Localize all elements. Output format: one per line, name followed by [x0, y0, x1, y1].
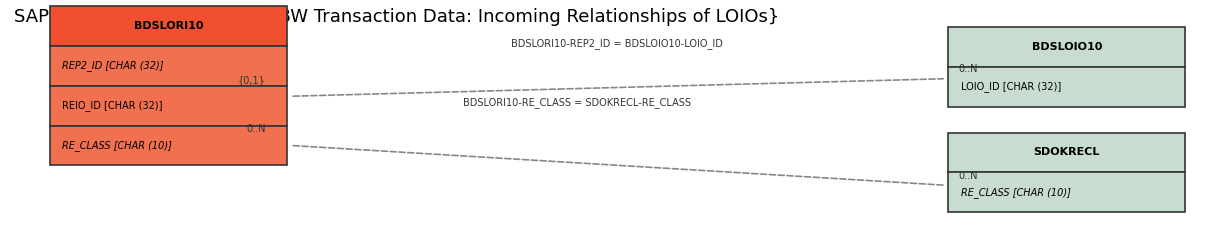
Text: BDSLORI10: BDSLORI10 — [134, 21, 203, 31]
FancyBboxPatch shape — [50, 46, 287, 86]
FancyBboxPatch shape — [948, 27, 1185, 67]
Text: {0,1}: {0,1} — [239, 75, 267, 85]
Text: LOIO_ID [CHAR (32)]: LOIO_ID [CHAR (32)] — [960, 82, 1061, 92]
FancyBboxPatch shape — [948, 172, 1185, 212]
Text: REIO_ID [CHAR (32)]: REIO_ID [CHAR (32)] — [62, 100, 163, 111]
Text: SDOKRECL: SDOKRECL — [1033, 147, 1100, 157]
Text: 0..N: 0..N — [958, 171, 977, 181]
Text: BDSLORI10-REP2_ID = BDSLOIO10-LOIO_ID: BDSLORI10-REP2_ID = BDSLOIO10-LOIO_ID — [511, 38, 723, 49]
FancyBboxPatch shape — [948, 132, 1185, 172]
FancyBboxPatch shape — [948, 67, 1185, 107]
FancyBboxPatch shape — [50, 126, 287, 165]
FancyBboxPatch shape — [50, 6, 287, 46]
Text: RE_CLASS [CHAR (10)]: RE_CLASS [CHAR (10)] — [960, 187, 1071, 198]
Text: REP2_ID [CHAR (32)]: REP2_ID [CHAR (32)] — [62, 60, 163, 71]
Text: BDSLORI10-RE_CLASS = SDOKRECL-RE_CLASS: BDSLORI10-RE_CLASS = SDOKRECL-RE_CLASS — [462, 97, 691, 108]
Text: RE_CLASS [CHAR (10)]: RE_CLASS [CHAR (10)] — [62, 140, 172, 151]
Text: 0..N: 0..N — [958, 64, 977, 74]
Text: 0..N: 0..N — [247, 124, 267, 134]
FancyBboxPatch shape — [50, 86, 287, 126]
Text: BDSLOIO10: BDSLOIO10 — [1032, 42, 1103, 52]
Text: SAP ABAP table BDSLORI10 {BW Transaction Data: Incoming Relationships of LOIOs}: SAP ABAP table BDSLORI10 {BW Transaction… — [13, 9, 779, 26]
